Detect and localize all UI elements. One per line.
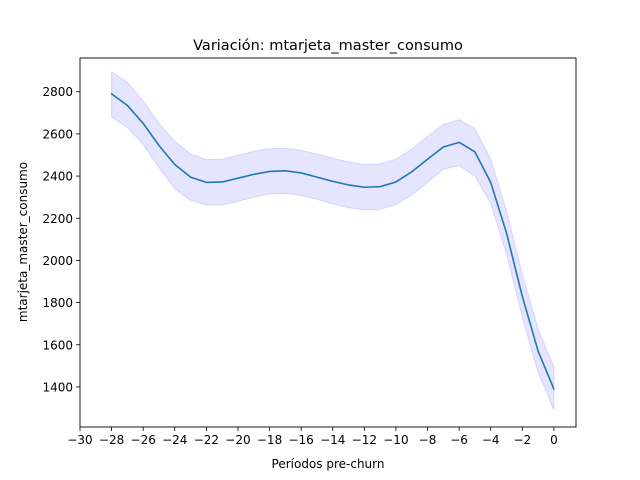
series-line-layer: [110, 93, 555, 390]
data-point: [316, 176, 318, 178]
y-tick-label: 1400: [42, 380, 73, 394]
data-point: [411, 171, 413, 173]
x-tick-label: −22: [194, 433, 219, 447]
x-tick-label: −18: [257, 433, 282, 447]
data-point: [379, 186, 381, 188]
y-tick-label: 1600: [42, 338, 73, 352]
data-point: [142, 123, 144, 125]
x-tick-label: −16: [288, 433, 313, 447]
x-tick-label: −2: [513, 433, 531, 447]
data-point: [285, 170, 287, 172]
data-point: [537, 350, 539, 352]
x-tick-label: −30: [67, 433, 92, 447]
plot-area-frame: [79, 57, 577, 428]
x-tick-label: −10: [383, 433, 408, 447]
data-point: [506, 232, 508, 234]
data-point: [253, 174, 255, 176]
x-tick-label: −24: [162, 433, 187, 447]
data-point: [190, 176, 192, 178]
data-point: [269, 171, 271, 173]
data-point: [348, 184, 350, 186]
data-point: [443, 146, 445, 148]
y-tick-label: 2000: [42, 254, 73, 268]
data-point: [474, 151, 476, 153]
data-point: [300, 172, 302, 174]
data-point: [332, 181, 334, 183]
x-axis-ticks: −30 −28 −26 −24 −22 −20 −18 −16 −14 −12 −10 −8 −6 −4−…: [67, 427, 558, 447]
x-tick-label: −8: [419, 433, 437, 447]
data-point: [174, 164, 176, 166]
data-point: [158, 145, 160, 147]
y-tick-label: 2400: [42, 170, 73, 184]
data-point: [395, 181, 397, 183]
data-point: [553, 388, 555, 390]
confidence-band: [111, 70, 555, 411]
y-axis-label: mtarjeta_master_consumo: [16, 162, 30, 322]
data-point: [521, 295, 523, 297]
x-axis-label: Períodos pre-churn: [272, 457, 385, 471]
data-point: [206, 182, 208, 184]
data-point: [127, 105, 129, 107]
x-tick-label: −20: [225, 433, 250, 447]
data-point: [427, 158, 429, 160]
x-tick-label: −12: [352, 433, 377, 447]
x-tick-label: 0: [550, 433, 558, 447]
confidence-band-layer: [111, 70, 555, 411]
x-tick-label: −14: [320, 433, 345, 447]
data-point: [490, 182, 492, 184]
data-point: [364, 186, 366, 188]
chart-title: Variación: mtarjeta_master_consumo: [193, 38, 463, 54]
y-tick-label: 1800: [42, 296, 73, 310]
y-tick-label: 2200: [42, 212, 73, 226]
x-tick-label: −6: [450, 433, 468, 447]
x-tick-label: −26: [131, 433, 156, 447]
y-tick-label: 2800: [42, 85, 73, 99]
data-point: [237, 177, 239, 179]
series-line: [110, 93, 555, 390]
data-point: [221, 181, 223, 183]
data-point: [458, 142, 460, 144]
y-axis-ticks: 1400 1600 1800 2000 2200 2400 2600 2800: [42, 85, 80, 394]
data-point: [111, 93, 113, 95]
y-tick-label: 2600: [42, 127, 73, 141]
x-tick-label: −28: [99, 433, 124, 447]
x-tick-label: −4: [482, 433, 500, 447]
